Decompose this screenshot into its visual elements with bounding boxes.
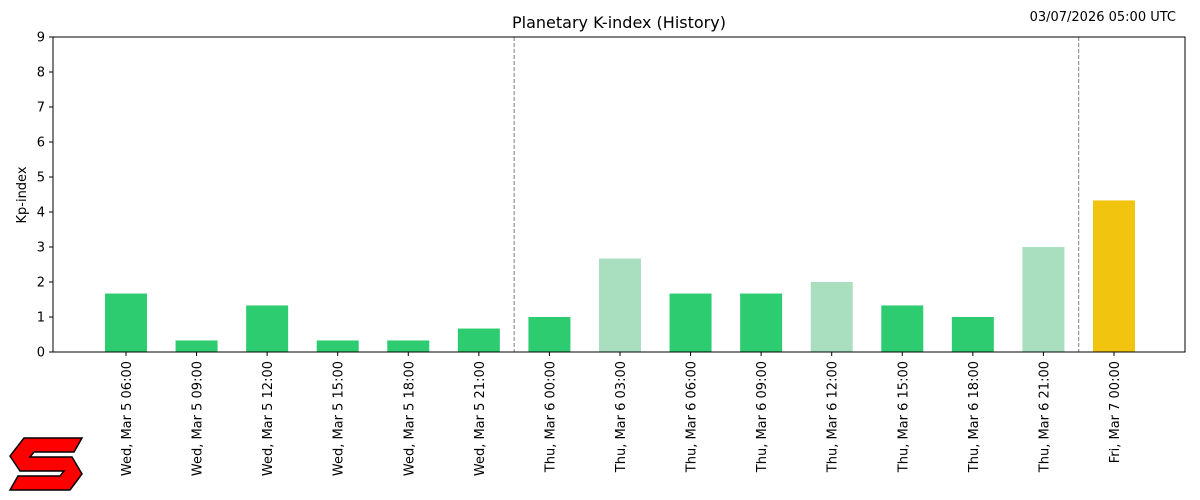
bar bbox=[598, 258, 641, 352]
y-tick-label: 4 bbox=[37, 206, 45, 221]
y-axis-ticks: 0 1 2 3 4 5 6 7 8 9 bbox=[37, 31, 53, 361]
x-tick-label: Wed, Mar 5 06:00 bbox=[120, 361, 135, 476]
bar bbox=[387, 340, 430, 352]
bar bbox=[1092, 200, 1135, 352]
bar bbox=[740, 293, 783, 352]
plot-frame bbox=[52, 36, 1186, 353]
s-logo-icon bbox=[8, 437, 84, 491]
x-tick-label: Wed, Mar 5 21:00 bbox=[473, 361, 488, 476]
x-tick-label: Wed, Mar 5 12:00 bbox=[261, 361, 276, 476]
y-tick-label: 2 bbox=[37, 276, 45, 291]
bar bbox=[105, 293, 147, 352]
bar bbox=[951, 317, 994, 352]
y-axis-label: Kp-index bbox=[15, 166, 30, 223]
x-tick-label: Fri, Mar 7 00:00 bbox=[1108, 361, 1123, 463]
y-tick-label: 9 bbox=[37, 31, 45, 46]
bar bbox=[175, 340, 218, 352]
bars bbox=[105, 200, 1135, 352]
x-tick-label: Thu, Mar 6 12:00 bbox=[826, 361, 841, 473]
x-tick-label: Thu, Mar 6 21:00 bbox=[1037, 361, 1052, 473]
y-tick-label: 7 bbox=[37, 101, 45, 116]
x-tick-label: Wed, Mar 5 18:00 bbox=[402, 361, 417, 476]
x-axis-ticks: Wed, Mar 5 06:00 Wed, Mar 5 09:00 Wed, Mar… bbox=[120, 352, 1123, 476]
bar bbox=[1022, 247, 1065, 352]
x-tick-label: Thu, Mar 6 03:00 bbox=[614, 361, 629, 473]
timestamp: 03/07/2026 05:00 UTC bbox=[1030, 10, 1176, 25]
x-tick-label: Thu, Mar 6 18:00 bbox=[967, 361, 982, 473]
x-tick-label: Thu, Mar 6 09:00 bbox=[755, 361, 770, 473]
x-tick-label: Thu, Mar 6 15:00 bbox=[896, 361, 911, 473]
y-tick-label: 6 bbox=[37, 136, 45, 151]
bar bbox=[669, 293, 712, 352]
bar bbox=[246, 305, 289, 352]
x-tick-label: Wed, Mar 5 09:00 bbox=[191, 361, 206, 476]
x-tick-label: Thu, Mar 6 06:00 bbox=[685, 361, 700, 473]
y-tick-label: 8 bbox=[37, 66, 45, 81]
y-tick-label: 1 bbox=[37, 311, 45, 326]
y-tick-label: 0 bbox=[37, 346, 45, 361]
bar bbox=[810, 282, 853, 352]
bar bbox=[316, 340, 359, 352]
x-tick-label: Thu, Mar 6 00:00 bbox=[543, 361, 558, 473]
x-tick-label: Wed, Mar 5 15:00 bbox=[332, 361, 347, 476]
day-dividers bbox=[513, 37, 1080, 352]
bar bbox=[528, 317, 571, 352]
chart-title: Planetary K-index (History) bbox=[512, 13, 726, 32]
y-tick-label: 5 bbox=[37, 171, 45, 186]
y-tick-label: 3 bbox=[37, 241, 45, 256]
bar bbox=[457, 328, 500, 352]
bar bbox=[881, 305, 924, 352]
